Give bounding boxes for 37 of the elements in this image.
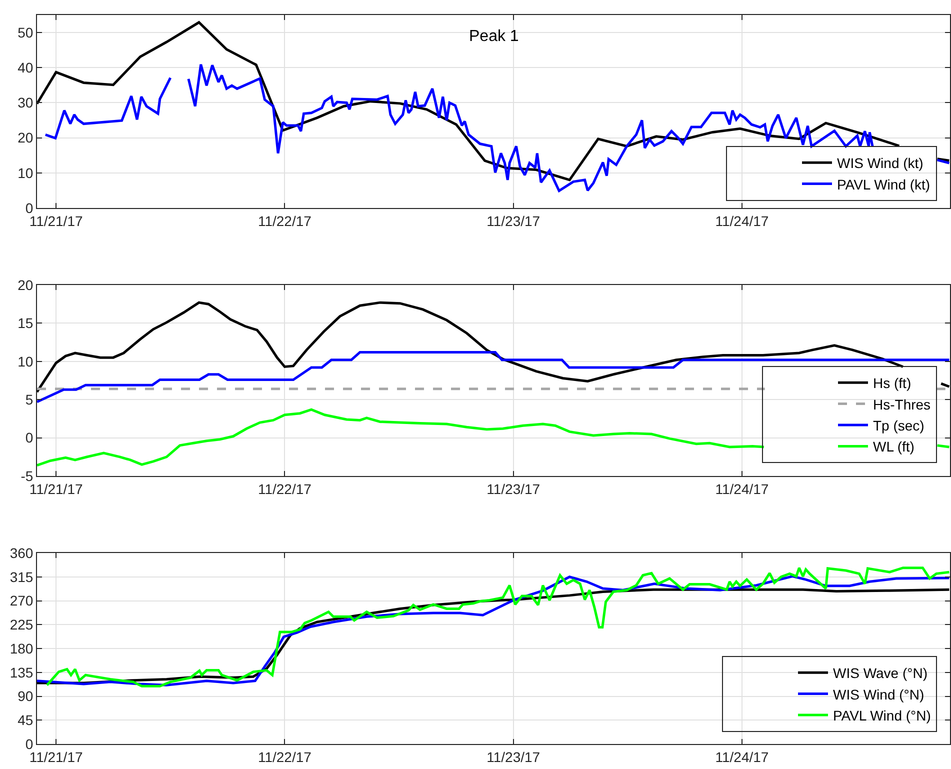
text: Peak 1	[469, 28, 519, 45]
x-tick-label: 11/22/17	[258, 480, 312, 497]
legend-label: Hs (ft)	[873, 375, 912, 392]
y-tick-label: 135	[10, 664, 34, 680]
series-label: WL (ft)	[873, 438, 914, 455]
legend-label: PAVL Wind (°N)	[833, 707, 931, 724]
y-tick-label: 10	[18, 353, 34, 370]
y-tick-label: 270	[10, 592, 34, 609]
y-tick-label: 20	[18, 276, 34, 293]
x-tick-label: 11/23/17	[486, 480, 540, 497]
legend-label: WIS Wind (°N)	[833, 686, 924, 702]
y-tick-label: 5	[25, 392, 34, 408]
y-tick-label: 0	[25, 430, 34, 446]
y-tick-label: 40	[18, 60, 34, 76]
y-tick-label: 360	[10, 544, 34, 561]
legend-label: WIS Wave (°N)	[833, 665, 928, 682]
legend-label: Tp (sec)	[873, 417, 924, 434]
y-tick-label: 225	[10, 616, 34, 633]
y-tick-label: 90	[18, 688, 34, 704]
x-tick-label: 11/23/17	[486, 212, 540, 229]
y-tick-label: 50	[18, 24, 34, 40]
legend-label: WIS Wind (kt)	[837, 155, 924, 172]
y-tick-label: 180	[10, 640, 34, 656]
y-tick-label: 20	[18, 130, 34, 146]
x-tick-label: 11/24/17	[715, 212, 769, 229]
y-tick-label: 30	[18, 94, 34, 111]
y-tick-label: 10	[18, 164, 34, 181]
x-tick-label: 11/24/17	[715, 480, 769, 497]
legend-label: PAVL Wind (kt)	[837, 176, 930, 192]
y-tick-label: 45	[18, 712, 34, 728]
x-tick-label: 11/23/17	[486, 748, 540, 765]
y-tick-label: 315	[10, 568, 34, 585]
x-tick-label: 11/24/17	[715, 748, 769, 765]
x-tick-label: 11/22/17	[258, 748, 312, 765]
y-tick-label: 15	[18, 315, 34, 332]
legend-label: Hs-Thres	[873, 396, 931, 412]
x-tick-label: 11/22/17	[258, 212, 312, 229]
